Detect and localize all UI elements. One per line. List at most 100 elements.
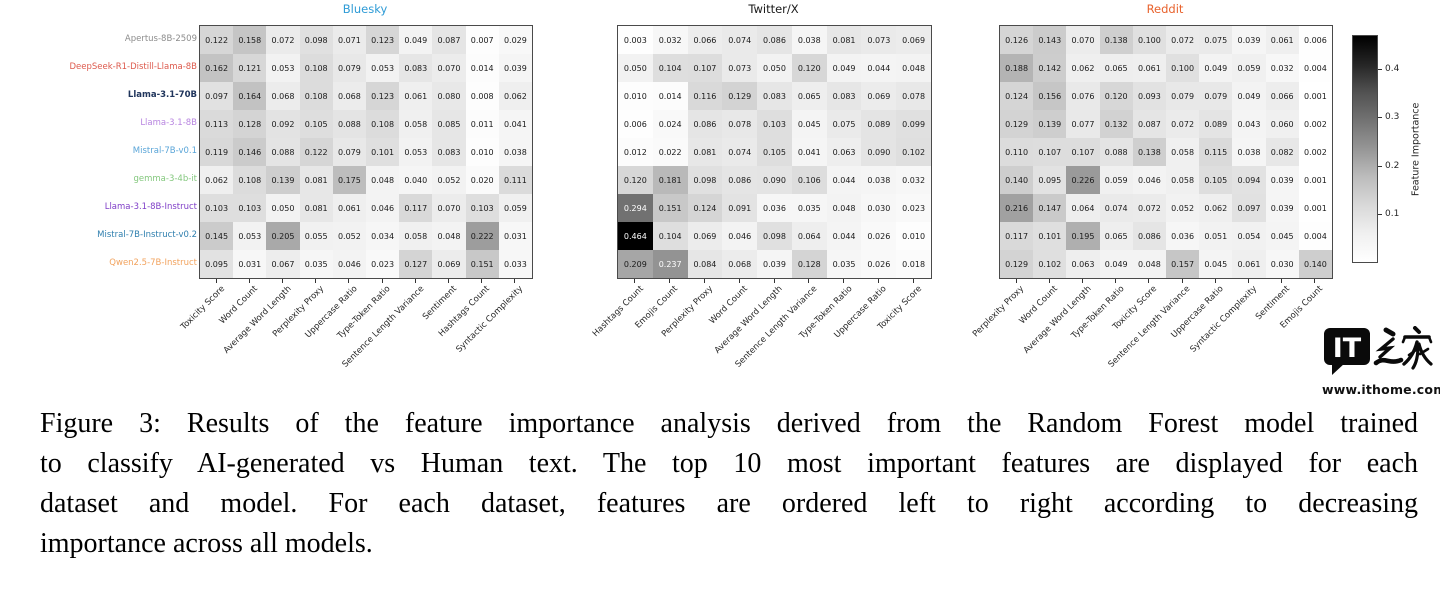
- heatmap-cell: 0.075: [1199, 26, 1233, 54]
- colorbar: [1352, 35, 1378, 263]
- panel-title-bluesky: Bluesky: [342, 2, 388, 16]
- heatmap-cell: 0.070: [432, 54, 466, 82]
- heatmap-cell: 0.044: [826, 166, 862, 194]
- heatmap-cell: 0.066: [1265, 82, 1299, 110]
- heatmap-cell: 0.128: [791, 250, 827, 278]
- heatmap-cell: 0.122: [200, 26, 234, 54]
- heatmap-cell: 0.072: [266, 26, 300, 54]
- heatmap-cell: 0.126: [1000, 26, 1034, 54]
- heatmap-cell: 0.157: [1166, 250, 1200, 278]
- heatmap-cell: 0.104: [652, 222, 688, 250]
- heatmap-cell: 0.107: [687, 54, 723, 82]
- heatmap-cell: 0.072: [1166, 110, 1200, 138]
- heatmap-cell: 0.129: [1000, 250, 1034, 278]
- heatmap-cell: 0.050: [757, 54, 792, 82]
- heatmap-cell: 0.053: [266, 54, 300, 82]
- heatmap-cell: 0.050: [618, 54, 653, 82]
- caption-line-3: dataset and model. For each dataset, fea…: [40, 488, 1418, 519]
- heatmap-cell: 0.107: [1066, 138, 1100, 166]
- heatmap-cell: 0.046: [1132, 166, 1166, 194]
- heatmap-cell: 0.059: [498, 194, 532, 222]
- heatmap-cell: 0.145: [200, 222, 234, 250]
- heatmap-cell: 0.132: [1099, 110, 1133, 138]
- heatmap-cell: 0.012: [618, 138, 653, 166]
- heatmap-cell: 0.069: [896, 26, 931, 54]
- heatmap-cell: 0.049: [399, 26, 433, 54]
- heatmap-cell: 0.103: [200, 194, 234, 222]
- heatmap-cell: 0.053: [366, 54, 400, 82]
- heatmap-cell: 0.008: [465, 82, 499, 110]
- feature-label-syntactic-complexity: Syntactic Complexity: [454, 284, 526, 355]
- heatmap-cell: 0.063: [1066, 250, 1100, 278]
- heatmap-cell: 0.100: [1132, 26, 1166, 54]
- heatmap-cell: 0.205: [266, 222, 300, 250]
- colorbar-tick: [1378, 117, 1382, 119]
- x-axis-tick: [1148, 279, 1150, 283]
- heatmap-cell: 0.004: [1298, 222, 1332, 250]
- heatmap-cell: 0.101: [1033, 222, 1067, 250]
- heatmap-cell: 0.032: [896, 166, 931, 194]
- heatmap-cell: 0.117: [399, 194, 433, 222]
- feature-label-syntactic-complexity: Syntactic Complexity: [1188, 284, 1260, 355]
- heatmap-cell: 0.038: [861, 166, 897, 194]
- heatmap-cell: 0.054: [1232, 222, 1266, 250]
- heatmap-cell: 0.039: [498, 54, 532, 82]
- colorbar-tick-label: 0.4: [1385, 63, 1400, 74]
- heatmap-cell: 0.226: [1066, 166, 1100, 194]
- heatmap-cell: 0.011: [465, 110, 499, 138]
- heatmap-cell: 0.097: [1232, 194, 1266, 222]
- heatmap-cell: 0.014: [465, 54, 499, 82]
- feature-label-perplexity-proxy: Perplexity Proxy: [971, 284, 1027, 340]
- heatmap-cell: 0.034: [366, 222, 400, 250]
- heatmap-cell: 0.077: [1066, 110, 1100, 138]
- heatmap-cell: 0.099: [896, 110, 931, 138]
- model-label-qwen2-5-7b-instruct: Qwen2.5-7B-Instruct: [109, 258, 197, 268]
- heatmap-cell: 0.083: [399, 54, 433, 82]
- heatmap-cell: 0.085: [432, 110, 466, 138]
- heatmap-cell: 0.078: [896, 82, 931, 110]
- heatmap-cell: 0.070: [1066, 26, 1100, 54]
- heatmap-cell: 0.143: [1033, 26, 1067, 54]
- heatmap-cell: 0.120: [791, 54, 827, 82]
- heatmap-cell: 0.140: [1000, 166, 1034, 194]
- heatmap-cell: 0.051: [1199, 222, 1233, 250]
- heatmap-cell: 0.044: [861, 54, 897, 82]
- heatmap-cell: 0.081: [299, 166, 333, 194]
- model-label-mistral-7b-instruct-v0-2: Mistral-7B-Instruct-v0.2: [97, 230, 197, 240]
- heatmap-cell: 0.151: [465, 250, 499, 278]
- heatmap-cell: 0.070: [432, 194, 466, 222]
- heatmap-cell: 0.065: [1099, 222, 1133, 250]
- heatmap-cell: 0.058: [399, 110, 433, 138]
- heatmap-cell: 0.086: [687, 110, 723, 138]
- heatmap-cell: 0.010: [896, 222, 931, 250]
- panel-title-reddit: Reddit: [1146, 2, 1184, 16]
- heatmap-cell: 0.071: [332, 26, 366, 54]
- colorbar-tick-label: 0.3: [1385, 112, 1400, 123]
- x-axis-tick: [1082, 279, 1083, 283]
- heatmap-cell: 0.464: [618, 222, 653, 250]
- heatmap-cell: 0.044: [826, 222, 862, 250]
- svg-text:IT: IT: [1333, 333, 1362, 364]
- heatmap-cell: 0.061: [332, 194, 366, 222]
- heatmap-cell: 0.014: [652, 82, 688, 110]
- heatmap-cell: 0.162: [200, 54, 234, 82]
- heatmap-cell: 0.062: [1066, 54, 1100, 82]
- heatmap-cell: 0.065: [1099, 54, 1133, 82]
- x-axis-tick: [414, 279, 416, 283]
- caption-line-1: Figure 3: Results of the feature importa…: [40, 408, 1418, 439]
- heatmap-cell: 0.023: [366, 250, 400, 278]
- heatmap-cell: 0.081: [299, 194, 333, 222]
- colorbar-tick: [1378, 214, 1382, 216]
- zhijia-glyphs: [1373, 326, 1433, 370]
- caption-line-4: importance across all models.: [40, 528, 373, 559]
- heatmap-cell: 0.068: [332, 82, 366, 110]
- heatmap-cell: 0.124: [1000, 82, 1034, 110]
- it-speech-bubble-icon: IT: [1324, 328, 1370, 375]
- heatmap-cell: 0.079: [1199, 82, 1233, 110]
- x-axis-tick: [481, 279, 483, 283]
- heatmap-cell: 0.049: [1099, 250, 1133, 278]
- heatmap-cell: 0.035: [826, 250, 862, 278]
- x-axis-tick: [448, 279, 449, 283]
- x-axis-tick: [669, 279, 671, 283]
